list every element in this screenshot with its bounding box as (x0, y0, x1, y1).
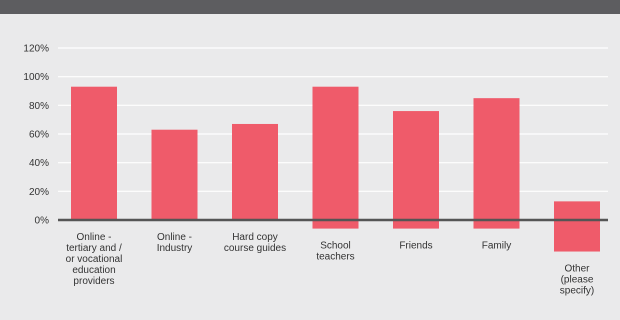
x-category-label: Other (please specify) (560, 264, 594, 297)
x-category-label: Hard copy course guides (224, 232, 286, 254)
y-tick-label: 0% (35, 216, 50, 227)
bar (473, 98, 520, 229)
y-tick-label: 40% (29, 158, 49, 169)
x-category-label: Friends (399, 241, 432, 252)
x-category-label: Online -tertiary and / or vocational educa… (66, 232, 123, 287)
x-category-label: School teachers (316, 241, 354, 263)
x-axis-labels: Online -tertiary and / or vocational educa… (66, 232, 595, 297)
bar (71, 86, 117, 220)
x-category-label: Family (482, 241, 511, 252)
bar (312, 86, 359, 229)
y-tick-label: 60% (29, 130, 49, 141)
y-tick-label: 100% (23, 72, 49, 83)
y-tick-label: 80% (29, 101, 49, 112)
x-category-label: Online -Industry (157, 232, 193, 254)
bar (393, 111, 439, 229)
y-tick-label: 20% (29, 187, 49, 198)
y-tick-label: 120% (23, 44, 49, 55)
bar (554, 201, 600, 252)
bar (151, 129, 198, 220)
top-band (0, 0, 620, 14)
bar (232, 123, 278, 220)
y-axis-ticks: 0% 20% 40% 60% 80% 100% 120% (23, 44, 49, 227)
bars (71, 86, 600, 252)
